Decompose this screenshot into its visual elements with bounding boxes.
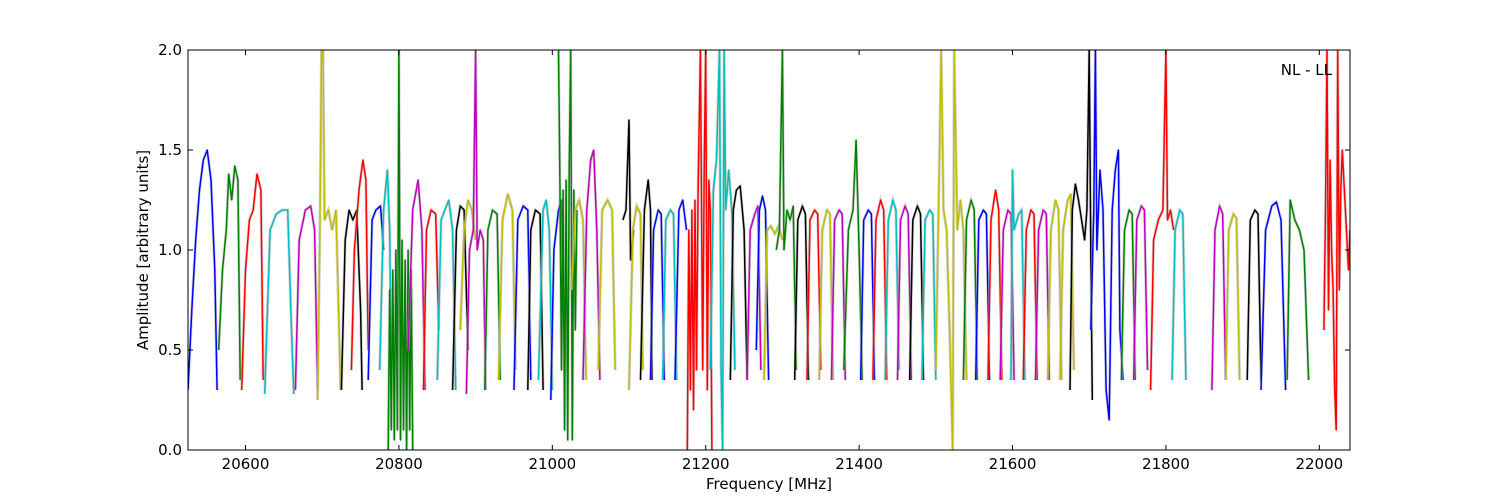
series-64-line (1132, 205, 1149, 381)
series-2-line (240, 173, 264, 391)
series-13-line (436, 199, 457, 391)
series-6-line (340, 209, 363, 391)
series-48-line (896, 205, 913, 381)
series-33-line (686, 50, 713, 450)
x-tick-label-21800: 21800 (1142, 455, 1190, 473)
series-28-line (628, 205, 644, 391)
series-69-line (1246, 209, 1262, 381)
series-44-line (843, 139, 863, 381)
series-72-line (1323, 50, 1350, 431)
series-12-line (422, 209, 440, 391)
series-9-line (378, 169, 393, 391)
series-29-line (639, 179, 653, 381)
series-17-line (484, 209, 501, 391)
series-51-line (935, 50, 968, 450)
series-23-line (557, 50, 578, 441)
series-57-line (1022, 209, 1038, 381)
series-67-line (1211, 205, 1227, 391)
series-3-line (263, 209, 295, 395)
series-43-line (830, 209, 847, 381)
x-tick-label-21000: 21000 (528, 455, 576, 473)
series-49-line (908, 205, 925, 381)
series-11-line (407, 179, 426, 391)
series-35-line (729, 185, 748, 381)
ticks-layer: 20600 20800 21000 21200 21400 21600 21800 22000… (158, 41, 1350, 473)
series-47-line (884, 199, 900, 381)
series-30-line (649, 209, 666, 381)
series-66-line (1171, 209, 1187, 381)
series-4-line (294, 205, 319, 391)
series-68-line (1224, 213, 1241, 381)
series-41-line (806, 209, 822, 381)
series-45-line (859, 209, 876, 381)
y-tick-label-0: 0.0 (158, 441, 182, 459)
series-0-line (188, 149, 218, 391)
series-14-line (451, 205, 469, 391)
series-53-line (974, 209, 991, 381)
x-tick-label-20800: 20800 (375, 455, 423, 473)
series-71-line (1286, 199, 1310, 381)
series-16-line (465, 50, 487, 395)
series-8-line (367, 205, 385, 381)
x-tick-label-21400: 21400 (835, 455, 883, 473)
series-layer (188, 50, 1350, 450)
x-tick-label-22000: 22000 (1295, 455, 1343, 473)
series-42-line (818, 209, 834, 381)
y-tick-label-4: 2.0 (158, 41, 182, 59)
series-70-line (1260, 201, 1287, 391)
x-axis-title: Frequency [MHz] (706, 475, 832, 493)
series-65-line (1149, 50, 1175, 391)
series-34-line (709, 50, 736, 450)
series-62-line (1090, 50, 1124, 421)
y-tick-label-1: 0.5 (158, 341, 182, 359)
series-32-line (674, 199, 688, 381)
series-5-line (316, 50, 342, 401)
series-7-line (350, 159, 369, 371)
y-tick-label-3: 1.5 (158, 141, 182, 159)
x-tick-label-21600: 21600 (989, 455, 1037, 473)
y-tick-label-2: 1.0 (158, 241, 182, 259)
series-58-line (1034, 209, 1051, 381)
series-21-line (537, 199, 554, 391)
y-axis-title: Amplitude [arbitrary units] (134, 150, 152, 350)
series-52-line (962, 199, 978, 381)
series-39-line (775, 50, 797, 371)
series-63-line (1120, 209, 1136, 381)
series-31-line (662, 209, 678, 381)
series-56-line (1010, 169, 1026, 381)
series-26-line (597, 199, 616, 371)
annotation-label: NL - LL (1281, 61, 1333, 79)
series-40-line (793, 205, 810, 381)
series-18-line (497, 193, 517, 381)
series-25-line (582, 149, 601, 381)
x-tick-label-20600: 20600 (222, 455, 270, 473)
series-50-line (921, 209, 937, 381)
series-46-line (872, 199, 888, 381)
series-59-line (1047, 199, 1063, 381)
series-1-line (217, 165, 241, 381)
series-54-line (987, 189, 1003, 381)
series-61-line (1069, 50, 1094, 401)
x-tick-label-21200: 21200 (682, 455, 730, 473)
